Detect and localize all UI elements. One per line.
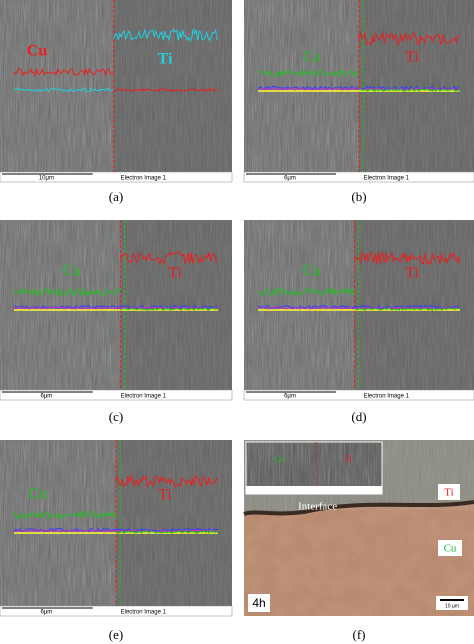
panel: (a) 10μm Electron Image 1 Cu Ti [0,0,233,204]
line-scan [13,67,114,78]
ti-side [113,0,232,172]
line-scan [353,250,460,265]
line-scan [358,88,460,92]
ti-label: Ti [405,49,419,66]
ti-label: Ti [158,51,173,68]
line-scan [120,307,217,311]
image-label: Electron Image 1 [364,176,410,182]
line-scan [113,87,218,92]
ti-side [120,220,232,390]
inset-info [246,486,382,494]
line-scan [257,287,355,297]
panel-caption: (b) [351,189,366,204]
info-bar [0,389,233,401]
info-bar [0,171,233,183]
panel: (f) Cu Ti Ti Cu Interface 4h 10 μm [243,440,474,642]
info-bar [243,389,474,401]
image-label: Electron Image 1 [364,394,410,400]
panel-caption: (d) [351,409,366,424]
image-label: Electron Image 1 [121,176,167,182]
cu-label: Cu [63,263,82,280]
label-box [438,540,462,556]
scale-label: 10 μm [445,603,459,609]
info-bar [0,605,233,617]
panel-caption: (e) [109,627,123,642]
inset-cu: Cu [274,454,285,464]
ti-label: Ti [444,487,453,499]
cu-label: Cu [303,263,322,280]
ti-side [359,0,474,172]
scale-label: 6μm [284,176,296,182]
cu-label: Cu [29,486,48,503]
copper-texture [244,500,474,616]
line-scan [257,306,460,310]
interface-band [243,500,474,516]
panel-caption: (c) [109,409,123,424]
ti-label: Ti [168,265,182,282]
line-scan [115,530,219,534]
line-scan [358,31,460,46]
line-scan [257,87,460,91]
panel: (e) 6μm Electron Image 1 Cu Ti [0,440,233,642]
cu-label: Cu [27,43,48,60]
ti-label: Ti [158,487,172,504]
line-scan [13,87,114,93]
panel-caption: (f) [353,627,366,642]
line-scan [257,304,460,310]
panel: (d) 6μm Electron Image 1 Cu Ti [243,220,474,424]
cu-label: Cu [303,49,322,66]
image-label: Electron Image 1 [121,610,167,616]
ti-side [354,220,474,390]
scale-label: 10μm [39,176,54,182]
panel: (b) 6μm Electron Image 1 Cu Ti [243,0,474,204]
line-scan [115,474,219,488]
line-scan [113,27,218,42]
line-scan [13,287,121,297]
line-scan [13,509,117,520]
cu-label: Cu [444,543,457,555]
image-label: Electron Image 1 [121,394,167,400]
sem-texture [244,220,474,390]
panel-caption: (a) [109,189,123,204]
label-box [438,484,460,500]
line-scan [120,251,218,265]
inset-ti: Ti [344,454,352,464]
line-scan [257,68,359,79]
time-label: 4h [252,596,265,610]
line-scan [354,307,460,311]
sem-texture [0,220,232,390]
scale-label: 6μm [41,610,53,616]
inset-texture [246,442,382,486]
ti-label: Ti [405,265,419,282]
interface-label: Interface [298,501,337,513]
panel: (c) 6μm Electron Image 1 Cu Ti [0,220,233,424]
ti-side [116,440,232,606]
label-box [248,594,270,612]
scale-label: 6μm [284,394,296,400]
scale-label: 6μm [41,394,53,400]
